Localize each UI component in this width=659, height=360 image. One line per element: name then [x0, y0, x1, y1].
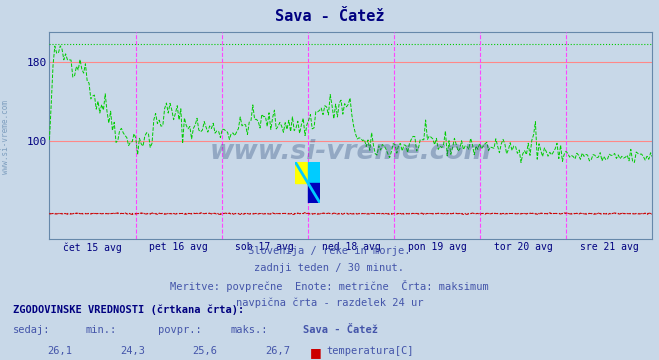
Text: 26,7: 26,7	[265, 346, 290, 356]
Text: zadnji teden / 30 minut.: zadnji teden / 30 minut.	[254, 263, 405, 273]
Text: Sava - Čatež: Sava - Čatež	[275, 9, 384, 24]
Bar	[308, 183, 320, 203]
Bar	[295, 162, 308, 183]
Text: Meritve: povprečne  Enote: metrične  Črta: maksimum: Meritve: povprečne Enote: metrične Črta:…	[170, 280, 489, 292]
Text: maks.:: maks.:	[231, 325, 268, 335]
Text: ZGODOVINSKE VREDNOSTI (črtkana črta):: ZGODOVINSKE VREDNOSTI (črtkana črta):	[13, 304, 244, 315]
Text: povpr.:: povpr.:	[158, 325, 202, 335]
Text: ■: ■	[310, 346, 322, 359]
Text: Slovenija / reke in morje.: Slovenija / reke in morje.	[248, 246, 411, 256]
Text: sedaj:: sedaj:	[13, 325, 51, 335]
Text: www.si-vreme.com: www.si-vreme.com	[1, 100, 10, 174]
Text: temperatura[C]: temperatura[C]	[326, 346, 414, 356]
Text: 25,6: 25,6	[192, 346, 217, 356]
Text: www.si-vreme.com: www.si-vreme.com	[210, 139, 492, 166]
Text: 26,1: 26,1	[47, 346, 72, 356]
Text: navpična črta - razdelek 24 ur: navpična črta - razdelek 24 ur	[236, 297, 423, 308]
Text: Sava - Čatež: Sava - Čatež	[303, 325, 378, 335]
Text: 24,3: 24,3	[120, 346, 145, 356]
Text: min.:: min.:	[86, 325, 117, 335]
Bar	[308, 162, 320, 183]
